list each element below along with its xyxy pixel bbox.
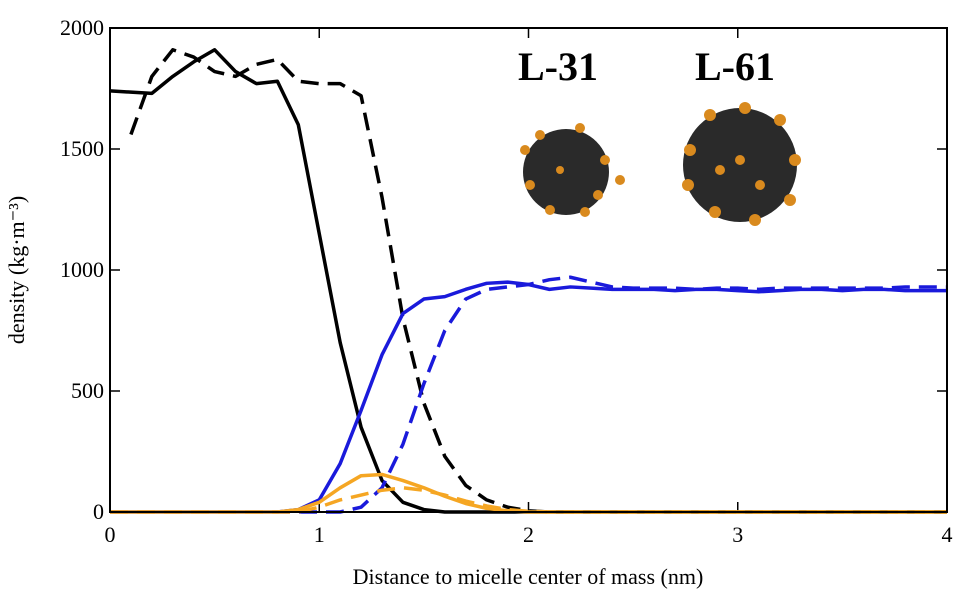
series-line (110, 275, 947, 514)
y-tick-label: 500 (71, 378, 104, 403)
plot-frame (109, 27, 948, 513)
series-line (129, 48, 947, 514)
y-tick-label: 1500 (60, 136, 104, 161)
y-tick-label: 1000 (60, 257, 104, 282)
annotation: L-31 (518, 44, 598, 89)
x-tick-label: 1 (314, 522, 325, 547)
micelle-l61 (682, 102, 801, 226)
series-line (110, 280, 947, 514)
x-axis-label: Distance to micelle center of mass (nm) (353, 564, 704, 589)
y-axis-label: density (kg·m⁻³) (4, 196, 29, 344)
x-tick-label: 2 (523, 522, 534, 547)
y-tick-label: 0 (93, 499, 104, 524)
y-tick-label: 2000 (60, 15, 104, 40)
series-line (109, 48, 947, 514)
annotation: L-61 (695, 44, 775, 89)
x-tick-label: 4 (942, 522, 953, 547)
micelle-l31 (520, 123, 625, 217)
x-tick-label: 0 (105, 522, 116, 547)
x-tick-label: 3 (732, 522, 743, 547)
